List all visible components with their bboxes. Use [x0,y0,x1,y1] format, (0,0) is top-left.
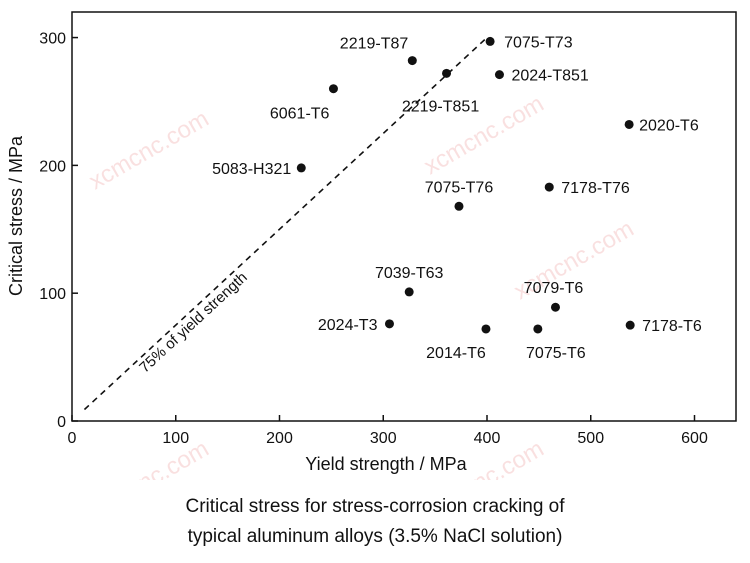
x-tick-label: 600 [681,430,708,447]
y-axis: 0 100 200 300 [39,31,78,431]
data-point-label: 6061-T6 [270,106,330,123]
x-tick-label: 400 [474,430,501,447]
data-point-label: 2014-T6 [426,345,486,362]
x-axis: 0 100 200 300 400 500 600 [68,415,708,447]
data-point-label: 5083-H321 [212,161,291,178]
data-point-label: 2219-T851 [402,98,479,115]
plot-frame [71,11,737,422]
caption-line-2: typical aluminum alloys (3.5% NaCl solut… [187,526,563,547]
data-point-label: 7075-T73 [504,34,573,51]
data-point-label: 7178-T6 [642,318,702,335]
y-tick-label: 0 [57,414,66,431]
data-point [454,201,464,211]
x-tick-label: 0 [68,430,77,447]
reference-line-label: 75% of yield strength [136,269,250,377]
data-point [442,68,452,78]
x-tick-label: 300 [370,430,397,447]
data-points: 2219-T87 7075-T73 2219-T851 2024-T851 6061-T… [212,34,702,362]
data-point [494,70,504,80]
data-point [328,84,338,94]
data-point-label: 2020-T6 [639,117,699,134]
y-axis-title: Critical stress / MPa [6,135,26,296]
data-point-label: 7075-T76 [425,179,494,196]
data-point [481,324,491,334]
x-tick-label: 100 [162,430,189,447]
data-point-label: 2024-T851 [511,68,588,85]
y-tick-label: 200 [39,158,66,175]
data-point [296,163,306,173]
data-point-label: 2024-T3 [318,317,378,334]
data-point-label: 7039-T63 [375,265,444,282]
data-point-label: 2219-T87 [340,36,409,53]
y-tick-label: 300 [39,31,66,48]
x-axis-title: Yield strength / MPa [305,454,467,474]
data-point [625,320,635,330]
watermark-text: xcmcnc.com [85,105,214,195]
reference-line-group: 75% of yield strength [83,38,486,411]
data-point [544,182,554,192]
data-point [550,302,560,312]
data-point [404,287,414,297]
y-tick-label: 100 [39,286,66,303]
data-point-label: 7079-T6 [524,280,584,297]
data-point-label: 7178-T76 [561,180,630,197]
data-point [533,324,543,334]
scatter-chart: xcmcnc.com xcmcnc.com xcmcnc.com xcmcnc.… [6,11,737,480]
data-point [624,119,634,129]
x-tick-label: 500 [577,430,604,447]
watermark-text: xcmcnc.com [85,435,214,480]
data-point [407,56,417,66]
caption-line-1: Critical stress for stress-corrosion cra… [185,496,565,517]
x-tick-label: 200 [266,430,293,447]
data-point [485,36,495,46]
reference-line [83,38,486,411]
figure-caption: Critical stress for stress-corrosion cra… [0,492,750,552]
data-point [384,319,394,329]
data-point-label: 7075-T6 [526,345,586,362]
